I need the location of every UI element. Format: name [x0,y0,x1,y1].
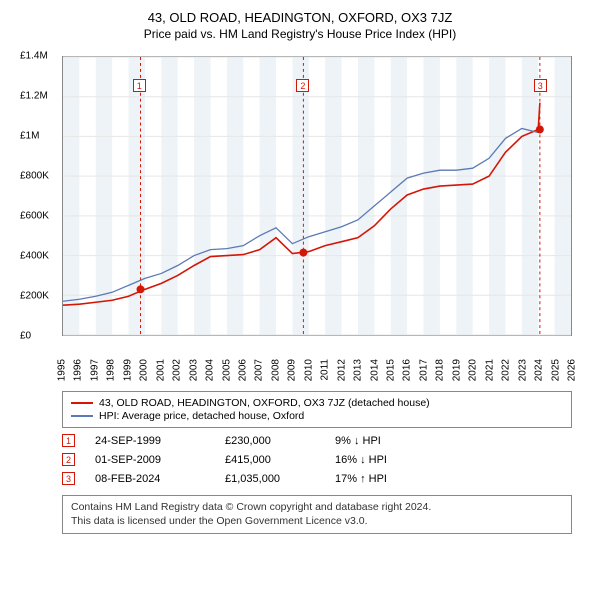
legend-swatch [71,415,93,417]
x-axis-label: 2013 [353,359,364,381]
x-axis-label: 2003 [188,359,199,381]
legend-item: 43, OLD ROAD, HEADINGTON, OXFORD, OX3 7J… [71,397,563,409]
sale-row: 1 24-SEP-1999£230,0009% ↓ HPI [62,434,572,447]
chart-area: £0 £200K £400K £600K £800K £1M £1.2M £1.4M 1995 1… [20,51,580,381]
x-axis-label: 2016 [402,359,413,381]
x-axis-label: 1995 [57,359,68,381]
sale-price: £1,035,000 [225,473,335,485]
chart-title: 43, OLD ROAD, HEADINGTON, OXFORD, OX3 7J… [10,10,590,25]
x-axis-label: 2008 [270,359,281,381]
plot-area [62,56,572,336]
y-axis-label: £1.4M [20,51,48,62]
x-axis-label: 2002 [172,359,183,381]
x-axis-label: 2021 [484,359,495,381]
sale-date: 08-FEB-2024 [95,473,225,485]
x-axis-label: 2009 [287,359,298,381]
footer-attribution: Contains HM Land Registry data © Crown c… [62,495,572,534]
x-axis-label: 2015 [386,359,397,381]
footer-line: This data is licensed under the Open Gov… [71,515,563,529]
x-axis-label: 2001 [155,359,166,381]
chart-marker-2: 2 [296,79,309,92]
sale-diff: 9% ↓ HPI [335,435,445,447]
legend-box: 43, OLD ROAD, HEADINGTON, OXFORD, OX3 7J… [62,391,572,428]
x-axis-label: 2011 [320,359,331,381]
x-axis-label: 2017 [418,359,429,381]
sale-marker: 3 [62,472,75,485]
y-axis-label: £1.2M [20,91,48,102]
x-axis-label: 2018 [435,359,446,381]
sale-row: 2 01-SEP-2009£415,00016% ↓ HPI [62,453,572,466]
x-axis-label: 2026 [567,359,578,381]
x-axis-label: 2019 [451,359,462,381]
sale-price: £230,000 [225,435,335,447]
x-axis-label: 2006 [237,359,248,381]
footer-line: Contains HM Land Registry data © Crown c… [71,501,563,515]
legend-swatch [71,402,93,404]
legend-label: 43, OLD ROAD, HEADINGTON, OXFORD, OX3 7J… [99,397,430,409]
chart-marker-1: 1 [133,79,146,92]
chart-marker-3: 3 [534,79,547,92]
y-axis-label: £0 [20,331,31,342]
sales-table: 1 24-SEP-1999£230,0009% ↓ HPI 2 01-SEP-2009… [62,434,572,485]
sale-marker: 1 [62,434,75,447]
x-axis-label: 2012 [336,359,347,381]
sale-marker: 2 [62,453,75,466]
x-axis-label: 2010 [303,359,314,381]
x-axis-label: 2024 [534,359,545,381]
x-axis-label: 2007 [254,359,265,381]
sale-date: 24-SEP-1999 [95,435,225,447]
x-axis-label: 1999 [122,359,133,381]
y-axis-label: £600K [20,211,49,222]
x-axis-label: 2022 [501,359,512,381]
sale-date: 01-SEP-2009 [95,454,225,466]
x-axis-label: 2004 [205,359,216,381]
sale-diff: 17% ↑ HPI [335,473,445,485]
y-axis-label: £200K [20,291,49,302]
legend-label: HPI: Average price, detached house, Oxfo… [99,410,304,422]
x-axis-label: 2020 [468,359,479,381]
sale-row: 3 08-FEB-2024£1,035,00017% ↑ HPI [62,472,572,485]
x-axis-label: 2023 [517,359,528,381]
x-axis-label: 1997 [89,359,100,381]
x-axis-label: 2005 [221,359,232,381]
chart-subtitle: Price paid vs. HM Land Registry's House … [10,27,590,41]
y-axis-label: £800K [20,171,49,182]
sale-diff: 16% ↓ HPI [335,454,445,466]
sale-price: £415,000 [225,454,335,466]
x-axis-label: 1998 [106,359,117,381]
legend-item: HPI: Average price, detached house, Oxfo… [71,410,563,422]
x-axis-label: 1996 [73,359,84,381]
x-axis-label: 2000 [139,359,150,381]
y-axis-label: £400K [20,251,49,262]
x-axis-label: 2025 [550,359,561,381]
x-axis-label: 2014 [369,359,380,381]
y-axis-label: £1M [20,131,39,142]
